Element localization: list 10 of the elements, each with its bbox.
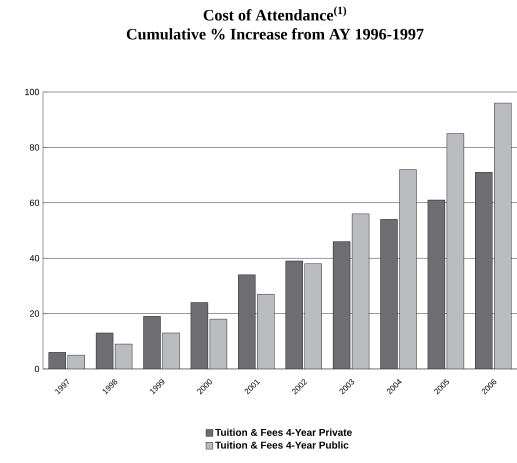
legend-label: Tuition & Fees 4-Year Private — [215, 428, 352, 436]
chart-title: Cost of Attendance$^{(1)}$ — [204, 6, 346, 21]
y-tick-label: 20 — [30, 310, 40, 317]
chart-subtitle: Cumulative % Increase from AY 1996-1997 — [126, 28, 424, 40]
y-tick-label: 40 — [30, 255, 40, 262]
y-tick-label: 80 — [30, 144, 40, 151]
legend-label: Tuition & Fees 4-Year Public — [215, 441, 349, 449]
y-tick-label: 0 — [34, 366, 40, 372]
y-tick-label: 100 — [25, 88, 40, 96]
y-tick-label: 60 — [30, 200, 40, 206]
